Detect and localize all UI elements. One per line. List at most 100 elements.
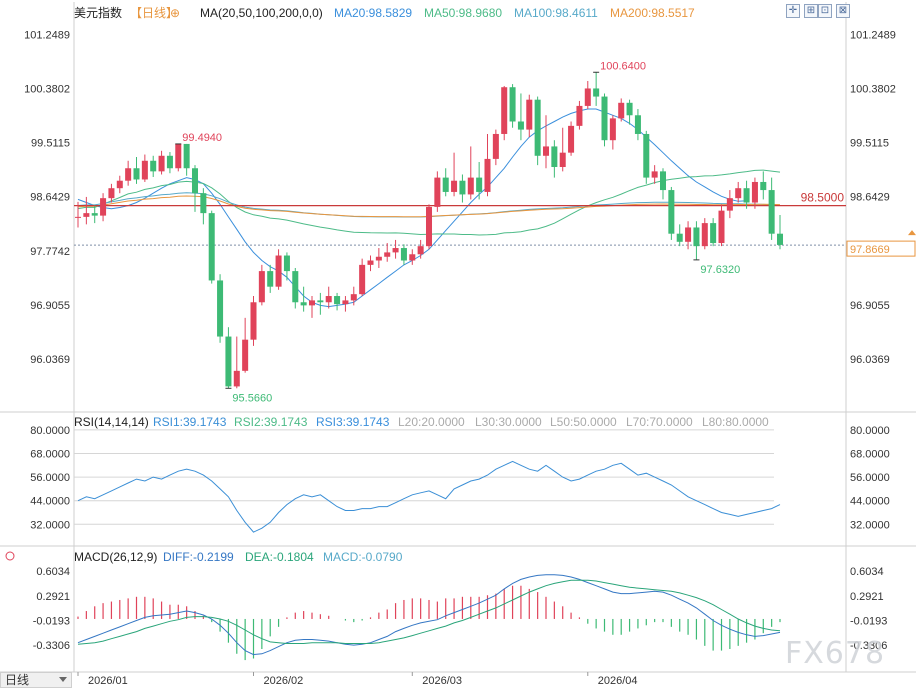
- candle: [501, 87, 508, 134]
- candle: [542, 146, 550, 156]
- candle: [258, 271, 265, 303]
- indicator-settings-icon: [5, 551, 15, 561]
- candle: [158, 155, 165, 172]
- rsi-tick-right: 32.0000: [850, 519, 890, 531]
- candle: [359, 264, 366, 295]
- candle: [250, 302, 257, 340]
- candle: [384, 252, 391, 257]
- candle: [701, 223, 708, 247]
- watermark: FX678: [785, 636, 886, 671]
- period-tab-label: 日线: [5, 673, 30, 687]
- rsi-tick-right: 68.0000: [850, 449, 890, 461]
- expand-icon: ⊞: [806, 5, 816, 16]
- candle: [292, 271, 299, 303]
- candle: [116, 180, 123, 189]
- candle: [367, 260, 374, 265]
- candle: [601, 96, 608, 141]
- date-tick: 2026/02: [264, 675, 304, 687]
- candle: [175, 143, 182, 169]
- candle: [225, 336, 232, 387]
- candle: [91, 213, 98, 216]
- macd-tick-left: -0.0193: [33, 615, 70, 627]
- macd-legend-0: MACD(26,12,9): [74, 550, 157, 564]
- candle: [651, 171, 658, 178]
- price-tick-left: 96.0369: [30, 354, 70, 366]
- candle: [141, 160, 148, 180]
- candle: [217, 280, 224, 337]
- candle: [100, 198, 107, 216]
- rsi-tick-right: 80.0000: [850, 425, 890, 437]
- candle: [342, 300, 349, 305]
- candle: [275, 255, 282, 287]
- candle: [676, 233, 683, 242]
- candle: [392, 248, 399, 253]
- candle: [191, 168, 199, 194]
- macd-legend-1: DIFF:-0.2199: [163, 550, 234, 564]
- candle: [559, 152, 566, 168]
- rsi-tick-left: 56.0000: [30, 472, 70, 484]
- rsi-line: [77, 460, 781, 533]
- candle: [133, 168, 140, 180]
- candle: [233, 370, 240, 387]
- crosshair-tool-button[interactable]: ✛: [786, 4, 800, 18]
- candle: [83, 213, 90, 217]
- candle: [526, 99, 533, 130]
- macd-tick-right: 0.2921: [850, 591, 884, 603]
- candle: [267, 271, 274, 287]
- last-price-tag: [846, 240, 916, 257]
- candle: [300, 302, 307, 306]
- candle: [718, 210, 725, 244]
- rsi-legend-7: L70:70.0000: [626, 415, 693, 429]
- diff-line: [77, 574, 781, 656]
- crosshair-icon: ✛: [788, 5, 798, 16]
- candle: [108, 188, 115, 199]
- rsi-legend-8: L80:80.0000: [702, 415, 769, 429]
- rsi-legend-4: L20:20.0000: [398, 415, 465, 429]
- price-tick-left: 100.3802: [24, 83, 70, 95]
- candle: [400, 248, 407, 261]
- macd-tick-left: -0.3306: [33, 640, 70, 652]
- price-tick-left: 98.6429: [30, 192, 70, 204]
- date-tick: 2026/03: [422, 675, 462, 687]
- high-annotation: 100.6400: [600, 60, 646, 72]
- header-legend-1: 【日线】: [130, 6, 178, 20]
- rsi-tick-left: 32.0000: [30, 519, 70, 531]
- candle: [467, 177, 474, 195]
- candle: [325, 296, 332, 303]
- candle: [183, 143, 190, 169]
- last-price-arrow-icon: [908, 230, 916, 236]
- candle: [551, 146, 558, 168]
- zoom-tool-button[interactable]: ⊞: [804, 4, 818, 18]
- candle: [200, 193, 207, 214]
- candle: [74, 216, 82, 218]
- price-tick-right: 99.5115: [850, 138, 889, 150]
- candle: [685, 227, 692, 242]
- date-tick: 2026/01: [88, 675, 128, 687]
- candle: [125, 168, 132, 181]
- rsi-legend-2: RSI2:39.1743: [234, 415, 308, 429]
- candle: [425, 206, 433, 247]
- close-button[interactable]: ⊠: [836, 4, 850, 18]
- layout-tool-button[interactable]: ⊡: [818, 4, 832, 18]
- candle: [584, 88, 591, 106]
- period-tab[interactable]: 日线: [0, 672, 72, 688]
- price-tick-right: 98.6429: [850, 192, 890, 204]
- candle: [568, 125, 575, 153]
- candle: [451, 180, 458, 192]
- candle: [334, 296, 341, 305]
- price-tick-right: 101.2489: [850, 29, 896, 41]
- dea-line: [77, 579, 781, 645]
- candle: [350, 294, 357, 301]
- candle: [710, 223, 717, 244]
- reference-line-label: 98.5000: [801, 191, 845, 205]
- macd-tick-left: 0.2921: [36, 591, 70, 603]
- candle: [150, 160, 157, 172]
- candle: [166, 155, 173, 169]
- rsi-tick-right: 56.0000: [850, 472, 890, 484]
- candle: [726, 198, 733, 211]
- candle: [593, 88, 600, 97]
- candle: [643, 133, 650, 178]
- candle: [459, 180, 466, 195]
- price-tick-left: 96.9055: [30, 300, 70, 312]
- price-tick-left: 97.7742: [30, 246, 70, 258]
